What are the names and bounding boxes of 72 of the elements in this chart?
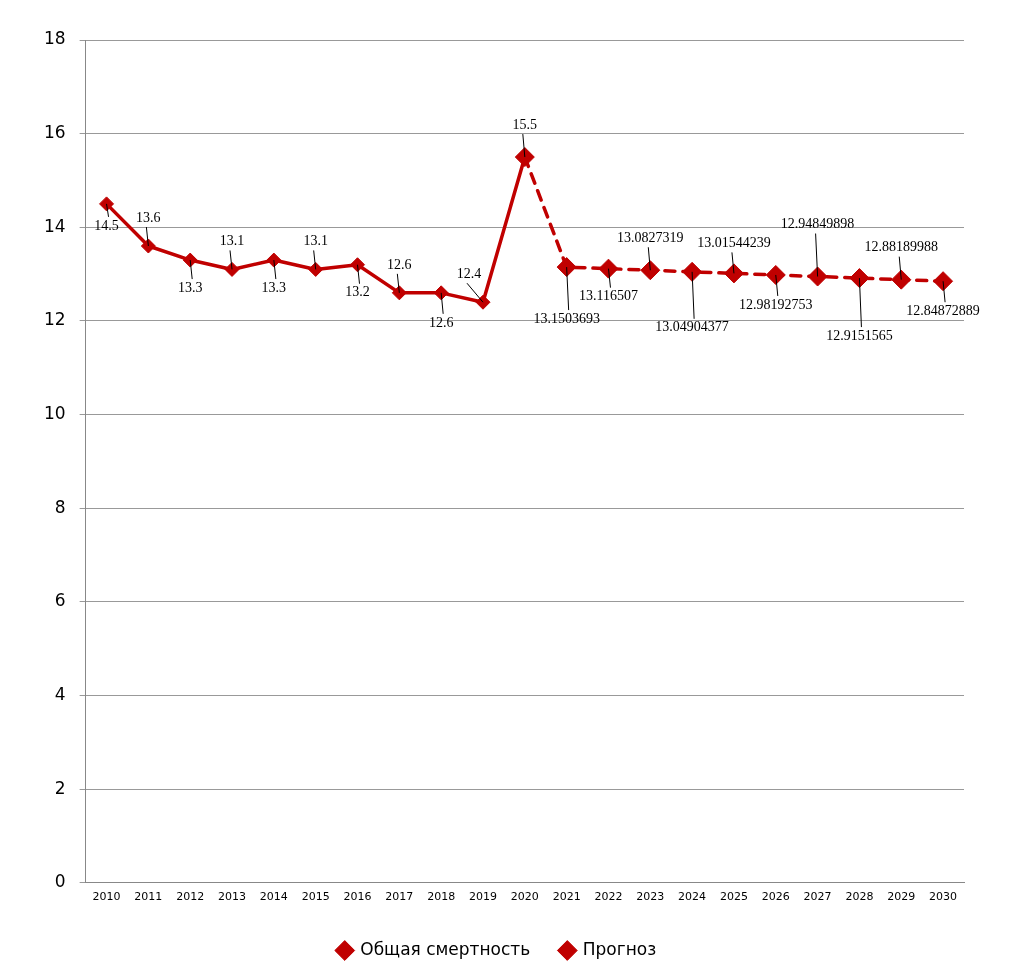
point	[807, 266, 828, 287]
point	[308, 261, 324, 277]
x-tick-label: 2028	[845, 890, 874, 904]
data-label: 13.116507	[578, 288, 638, 304]
data-label: 12.4	[456, 265, 482, 281]
data-label: 12.6	[428, 314, 454, 330]
y-tick-label: 10	[43, 403, 66, 423]
data-label: 13.2	[345, 284, 370, 300]
x-tick-label: 2015	[301, 890, 330, 904]
x-tick-label: 2013	[218, 890, 247, 904]
y-tick-label: 8	[54, 496, 66, 517]
x-tick-label: 2012	[176, 890, 205, 904]
data-label: 14.5	[94, 217, 119, 233]
point	[849, 268, 870, 289]
x-tick-label: 2014	[259, 890, 288, 904]
point	[723, 263, 744, 284]
legend-label: Общая смертность	[360, 938, 531, 959]
data-label: 13.04904377	[655, 319, 729, 335]
data-label: 12.94849898	[780, 216, 855, 232]
point	[433, 285, 449, 301]
data-label: 13.3	[177, 279, 203, 295]
data-label: 13.6	[136, 209, 161, 225]
data-label: 13.01544239	[697, 235, 771, 251]
x-tick-label: 2027	[803, 890, 832, 904]
legend-label: Прогноз	[582, 938, 657, 959]
point	[556, 257, 577, 278]
data-label: 12.84872889	[906, 302, 980, 318]
x-tick-label: 2020	[510, 890, 539, 904]
data-label: 12.88189988	[864, 239, 939, 255]
point	[266, 252, 282, 268]
x-tick-label: 2025	[719, 890, 748, 904]
data-label: 15.5	[512, 116, 538, 132]
point	[765, 264, 786, 285]
y-tick-label: 12	[43, 309, 66, 330]
point	[682, 261, 703, 282]
x-tick-label: 2029	[887, 890, 916, 904]
point	[182, 252, 198, 268]
point	[933, 271, 954, 292]
data-label: 12.6	[387, 256, 412, 272]
x-tick-label: 2030	[929, 890, 958, 904]
point	[224, 261, 240, 277]
y-tick-label: 6	[54, 590, 66, 611]
x-tick-label: 2010	[92, 890, 121, 904]
x-tick-label: 2022	[594, 890, 623, 904]
point	[640, 260, 661, 281]
y-tick-label: 18	[43, 28, 66, 49]
x-tick-label: 2021	[552, 890, 581, 904]
data-label: 13.1503693	[533, 310, 600, 326]
y-tick-label: 0	[54, 871, 66, 892]
data-label: 12.9151565	[826, 327, 893, 343]
point	[99, 196, 115, 212]
x-tick-label: 2023	[636, 890, 665, 904]
x-tick-label: 2011	[134, 890, 163, 904]
point	[350, 257, 366, 273]
x-tick-label: 2016	[343, 890, 372, 904]
y-tick-label: 14	[43, 215, 66, 236]
point	[891, 269, 912, 290]
point	[475, 294, 491, 310]
data-label: 13.1	[303, 233, 328, 249]
x-tick-label: 2024	[678, 890, 707, 904]
data-label: 13.0827319	[617, 229, 684, 245]
data-label: 12.98192753	[739, 296, 813, 312]
x-tick-label: 2018	[427, 890, 456, 904]
y-tick-label: 2	[54, 777, 66, 798]
point	[598, 258, 619, 279]
x-tick-label: 2026	[761, 890, 790, 904]
y-tick-label: 16	[43, 122, 66, 143]
x-tick-label: 2019	[468, 890, 497, 904]
data-label: 13.1	[219, 233, 245, 249]
y-tick-label: 4	[54, 683, 66, 704]
data-label: 13.3	[261, 279, 287, 295]
x-tick-label: 2017	[385, 890, 414, 904]
